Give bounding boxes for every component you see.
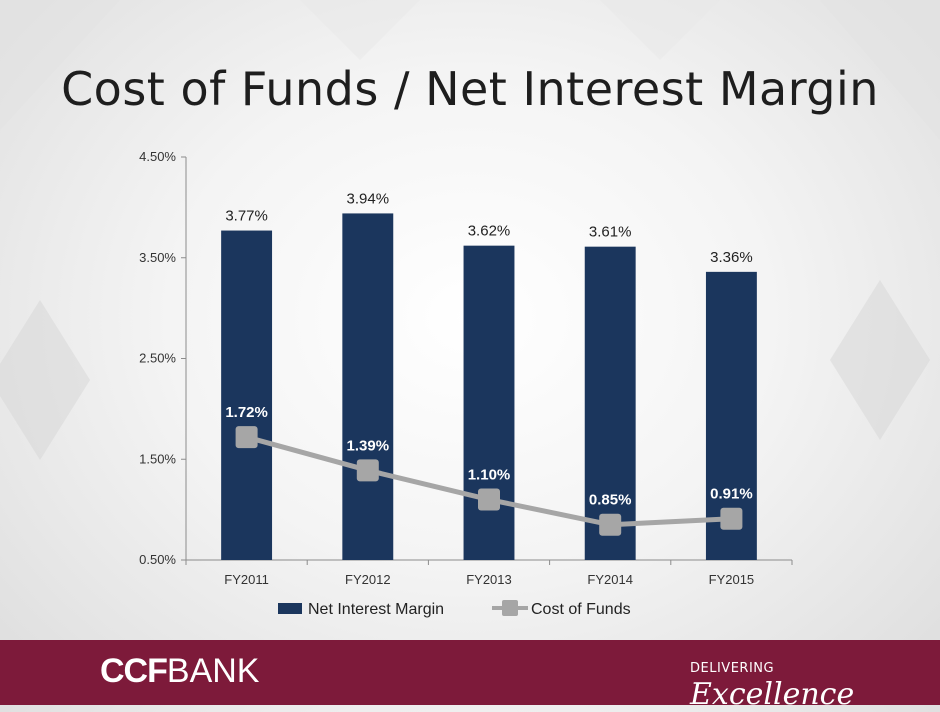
line-data-label: 0.91% [710, 486, 753, 503]
bar-data-label: 3.62% [468, 223, 511, 240]
x-tick-label: FY2011 [224, 572, 269, 587]
line-data-label: 1.72% [225, 404, 268, 421]
bar-series: 3.77% 3.94% 3.62% 3.61% 3.36% [221, 190, 757, 561]
tagline: DELIVERING Excellence [690, 658, 940, 712]
y-tick-label: 0.50% [139, 552, 176, 567]
line-point-marker [720, 507, 743, 530]
bar-net-interest-margin [342, 213, 394, 561]
y-tick-label: 3.50% [139, 250, 176, 265]
footer-bar [0, 640, 940, 705]
line-point-marker [235, 426, 258, 449]
legend-label-line: Cost of Funds [531, 601, 631, 618]
ccf-bank-logo: CCFBANK [100, 652, 259, 691]
x-tick-label: FY2012 [345, 572, 391, 587]
x-tick-label: FY2015 [709, 572, 755, 587]
legend-marker-swatch [502, 600, 518, 616]
slide-title: Cost of Funds / Net Interest Margin [61, 62, 879, 116]
bar-data-label: 3.36% [710, 249, 753, 266]
tagline-small: DELIVERING [690, 661, 775, 676]
y-tick-label: 4.50% [139, 149, 176, 164]
line-point-marker [356, 459, 379, 482]
x-tick-label: FY2013 [466, 572, 512, 587]
legend-label-bar: Net Interest Margin [308, 601, 444, 618]
y-tick-label: 2.50% [139, 351, 176, 366]
chart-legend: Net Interest Margin Cost of Funds [278, 600, 631, 618]
logo-rest-text: BANK [166, 652, 260, 690]
line-series: 1.72% 1.39% 1.10% 0.85% 0.91% [225, 404, 753, 536]
bar-net-interest-margin [463, 245, 515, 560]
x-tick-label: FY2014 [587, 572, 633, 587]
bar-data-label: 3.77% [225, 208, 268, 225]
tagline-script: Excellence [690, 677, 855, 712]
line-point-marker [599, 513, 622, 536]
bar-net-interest-margin [221, 230, 273, 561]
line-data-label: 1.39% [347, 437, 390, 454]
logo-bold-text: CCF [100, 652, 168, 690]
background-decoration [0, 0, 940, 460]
y-tick-label: 1.50% [139, 451, 176, 466]
line-data-label: 1.10% [468, 467, 511, 484]
bar-net-interest-margin [584, 246, 636, 561]
chart-axes: 0.50% 1.50% 2.50% 3.50% 4.50% FY2011 FY2012 FY2… [139, 149, 793, 587]
line-data-label: 0.85% [589, 492, 632, 509]
bar-data-label: 3.61% [589, 224, 632, 241]
line-point-marker [478, 488, 500, 511]
chart: 0.50% 1.50% 2.50% 3.50% 4.50% FY2011 FY2012 FY2… [139, 149, 793, 618]
legend-swatch-bar [278, 603, 302, 614]
bar-data-label: 3.94% [347, 190, 390, 207]
